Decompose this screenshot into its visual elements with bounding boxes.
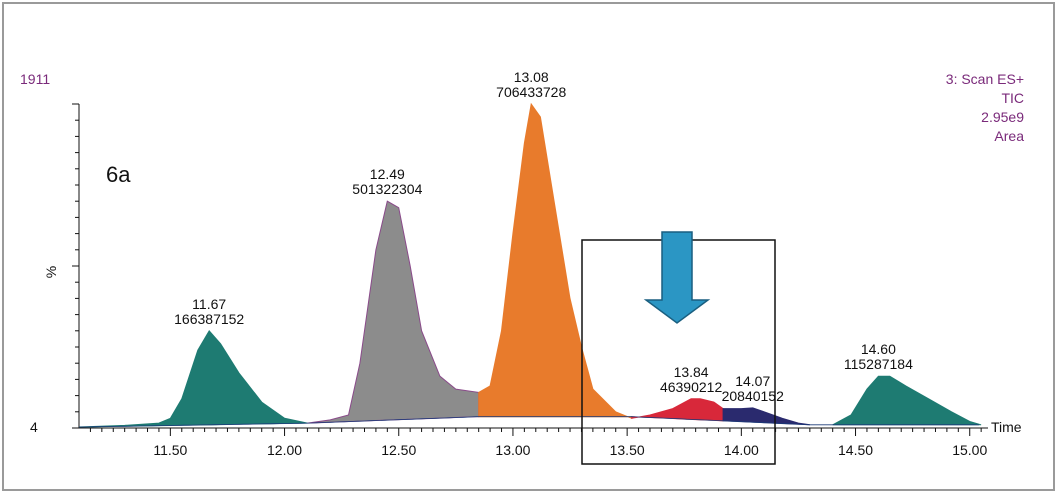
peak-14-07-area: [722, 407, 810, 426]
peak-14-07-rt-label: 14.07: [735, 373, 770, 389]
peak-13-08-area: [478, 102, 633, 420]
chart-frame: [2, 2, 1055, 491]
x-tick-label: 14.00: [724, 442, 759, 458]
panel-label: 6a: [106, 162, 131, 187]
y-bottom-label: 4: [30, 419, 38, 435]
peak-13-08-rt-label: 13.08: [514, 69, 549, 85]
x-tick-label: 13.50: [610, 442, 645, 458]
x-tick-label: 12.50: [381, 442, 416, 458]
info-line-4: Area: [994, 128, 1024, 144]
peak-11-67-area-label: 166387152: [174, 311, 244, 327]
down-arrow-icon: [643, 231, 711, 324]
peak-14-07-area-label: 20840152: [722, 388, 785, 404]
peak-14-60-rt-label: 14.60: [861, 341, 896, 357]
info-line-1: 3: Scan ES+: [946, 71, 1024, 87]
x-tick-label: 12.00: [267, 442, 302, 458]
info-line-2: TIC: [1001, 90, 1024, 106]
y-axis-ticks: [72, 103, 79, 429]
peak-areas: [78, 102, 982, 428]
x-tick-label: 13.00: [495, 442, 530, 458]
x-tick-label: 14.50: [838, 442, 873, 458]
peak-13-84-area-label: 46390212: [660, 379, 723, 395]
x-tick-label: 15.00: [952, 442, 987, 458]
peak-12-49-area: [307, 200, 480, 424]
peak-11-67-rt-label: 11.67: [192, 296, 226, 312]
y-top-label: 1911: [20, 71, 50, 87]
peak-13-84-rt-label: 13.84: [674, 364, 709, 380]
peak-11-67-area: [78, 329, 308, 428]
peak-14-60-area: [832, 375, 982, 426]
peak-13-08-area-label: 706433728: [496, 84, 566, 100]
x-axis-ticks: 11.50 12.00 12.50 13.00 13.50 14.00 14.50 15.00: [89, 428, 987, 458]
y-axis-label: %: [43, 266, 59, 278]
peak-12-49-area-label: 501322304: [352, 181, 422, 197]
peak-12-49-rt-label: 12.49: [370, 166, 405, 182]
peak-14-60-area-label: 115287184: [844, 356, 913, 372]
x-tick-label: 11.50: [153, 442, 187, 458]
baseline-trace: [79, 416, 979, 428]
info-line-3: 2.95e9: [981, 109, 1024, 125]
x-axis-label: Time: [991, 419, 1022, 435]
